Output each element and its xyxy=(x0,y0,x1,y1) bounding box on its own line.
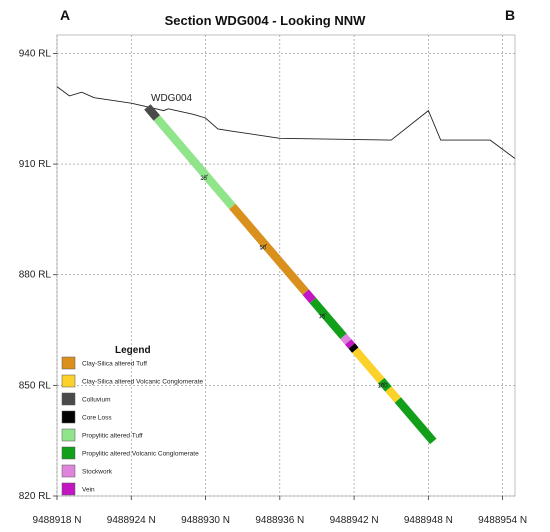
section-end-label-left: A xyxy=(60,7,70,23)
section-end-label-right: B xyxy=(505,7,515,23)
legend-swatch-sw xyxy=(61,464,76,478)
interval-csc xyxy=(352,347,385,384)
topography-line xyxy=(56,86,516,159)
depth-tick xyxy=(260,243,268,250)
y-tick-label: 910 RL xyxy=(19,159,52,170)
legend-swatch-pc xyxy=(61,446,76,460)
drillhole-trace xyxy=(144,104,437,445)
interval-cst xyxy=(229,203,309,295)
y-tick-label: 880 RL xyxy=(19,270,52,281)
x-tick-label: 9488918 N xyxy=(33,515,82,526)
y-tick-label: 850 RL xyxy=(19,380,52,391)
depth-tick xyxy=(319,312,327,319)
x-tick-label: 9488930 N xyxy=(181,515,230,526)
x-tick-label: 9488942 N xyxy=(330,515,379,526)
legend-label-pt: Propylitic altered Tuff xyxy=(82,433,143,440)
depth-label: 25 xyxy=(200,176,207,182)
legend-label-csc: Clay-Silica altered Volcanic Conglomerat… xyxy=(82,379,203,386)
y-axis-ticks: 940 RL 910 RL 880 RL 850 RL 820 RL xyxy=(19,48,57,502)
legend-label-cst: Clay-Silica altered Tuff xyxy=(82,361,147,368)
legend-swatch-pt xyxy=(61,428,76,442)
interval-pc xyxy=(309,297,347,340)
gridlines xyxy=(56,35,515,497)
x-tick-label: 9488936 N xyxy=(255,515,304,526)
legend-label-vn: Vein xyxy=(82,487,95,494)
interval-vn xyxy=(302,289,316,304)
interval-vn xyxy=(345,339,355,349)
x-tick-label: 9488948 N xyxy=(404,515,453,526)
depth-label: 50 xyxy=(259,245,266,251)
legend-swatch-csc xyxy=(61,374,76,388)
interval-pt xyxy=(153,115,236,210)
depth-tick xyxy=(201,174,209,181)
legend-swatch-vn xyxy=(61,482,76,496)
interval-cl xyxy=(348,343,359,353)
x-tick-label: 9488954 N xyxy=(478,515,527,526)
x-axis-ticks: 9488918 N 9488924 N 9488930 N 9488936 N 9488… xyxy=(33,496,527,526)
depth-tick xyxy=(378,381,386,388)
interval-pc xyxy=(394,397,437,445)
y-tick-label: 820 RL xyxy=(19,491,52,502)
chart-title: Section WDG004 - Looking NNW xyxy=(165,13,367,28)
legend-label-col: Colluvium xyxy=(82,397,111,404)
interval-pc xyxy=(378,377,392,392)
legend-swatch-cst xyxy=(61,356,76,370)
depth-label: 100 xyxy=(378,384,389,390)
interval-csc xyxy=(385,386,401,403)
legend-label-pc: Propylitic altered Volcanic Conglomerate xyxy=(82,451,199,458)
legend-title: Legend xyxy=(115,345,151,356)
interval-sw xyxy=(340,333,352,345)
x-tick-label: 9488924 N xyxy=(107,515,156,526)
legend: Legend Clay-Silica altered Tuff Clay-Sili… xyxy=(61,345,203,496)
depth-markers: 25 50 75 100 xyxy=(200,174,389,390)
legend-label-cl: Core Loss xyxy=(82,415,112,422)
legend-swatch-cl xyxy=(61,410,76,424)
interval-col xyxy=(144,104,160,121)
legend-swatch-col xyxy=(61,392,76,406)
y-tick-label: 940 RL xyxy=(19,48,52,59)
legend-label-sw: Stockwork xyxy=(82,469,113,476)
drillhole-label: WDG004 xyxy=(151,93,193,104)
depth-label: 75 xyxy=(319,314,326,320)
